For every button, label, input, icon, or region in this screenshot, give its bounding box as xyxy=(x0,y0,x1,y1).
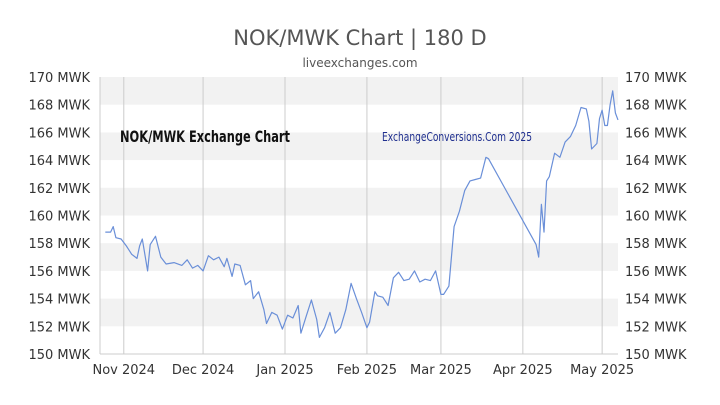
y-tick-label-left: 158 MWK xyxy=(28,237,90,252)
y-tick-label-left: 156 MWK xyxy=(28,265,90,280)
grid-band xyxy=(100,187,618,216)
grid-band xyxy=(100,243,618,271)
background-bands xyxy=(100,77,618,327)
x-tick-label: Mar 2025 xyxy=(410,363,472,378)
y-tick-label-right: 164 MWK xyxy=(625,154,687,169)
x-tick-label: Feb 2025 xyxy=(337,363,397,378)
x-axis: Nov 2024 Dec 2024 Jan 2025 Feb 2025 Mar 2025… xyxy=(92,363,634,378)
y-tick-label-left: 164 MWK xyxy=(28,154,90,169)
y-tick-label-left: 168 MWK xyxy=(28,99,90,114)
series-line xyxy=(105,90,619,338)
vertical-gridlines xyxy=(123,77,603,354)
y-tick-label-right: 170 MWK xyxy=(625,71,687,86)
x-tick-label: May 2025 xyxy=(570,363,634,378)
x-tick-label: Jan 2025 xyxy=(255,363,313,378)
series-group xyxy=(105,90,619,338)
y-tick-label-right: 162 MWK xyxy=(625,182,687,197)
y-tick-label-right: 150 MWK xyxy=(625,348,687,363)
grid-band xyxy=(100,77,618,105)
y-tick-label-left: 166 MWK xyxy=(28,126,90,141)
y-tick-label-right: 166 MWK xyxy=(625,126,687,141)
y-tick-label-left: 170 MWK xyxy=(28,71,90,86)
overlay-title: NOK/MWK Exchange Chart xyxy=(120,127,290,146)
y-tick-label-right: 154 MWK xyxy=(625,293,687,308)
axes xyxy=(99,77,618,355)
y-tick-label-left: 152 MWK xyxy=(28,320,90,335)
y-tick-label-left: 160 MWK xyxy=(28,210,90,225)
y-axis-left: 150 MWK 152 MWK 154 MWK 156 MWK 158 MWK 160 M… xyxy=(28,71,90,363)
grid-band xyxy=(100,298,618,327)
chart-title: NOK/MWK Chart | 180 D xyxy=(233,26,487,50)
watermark-text: ExchangeConversions.Com 2025 xyxy=(382,130,532,144)
x-tick-label: Apr 2025 xyxy=(493,363,553,378)
y-axis-right: 150 MWK 152 MWK 154 MWK 156 MWK 158 MWK 160 M… xyxy=(625,71,687,363)
y-tick-label-right: 158 MWK xyxy=(625,237,687,252)
y-tick-label-right: 156 MWK xyxy=(625,265,687,280)
x-tick-label: Nov 2024 xyxy=(92,363,155,378)
grid-band xyxy=(100,132,618,161)
y-tick-label-left: 154 MWK xyxy=(28,293,90,308)
y-tick-label-right: 152 MWK xyxy=(625,320,687,335)
chart-subtitle: liveexchanges.com xyxy=(302,56,418,70)
y-tick-label-right: 160 MWK xyxy=(625,210,687,225)
x-tick-label: Dec 2024 xyxy=(172,363,234,378)
y-tick-label-left: 150 MWK xyxy=(28,348,90,363)
y-tick-label-left: 162 MWK xyxy=(28,182,90,197)
y-tick-label-right: 168 MWK xyxy=(625,99,687,114)
